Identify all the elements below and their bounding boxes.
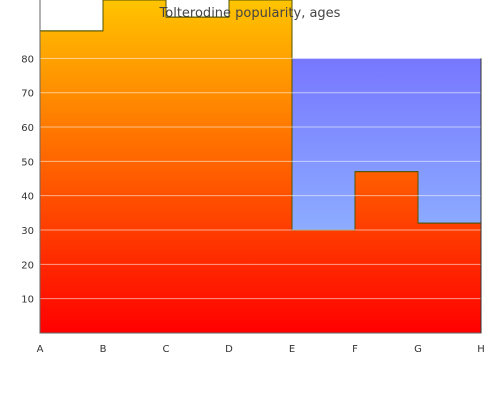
x-tick-label: D bbox=[225, 344, 233, 355]
x-tick-label: A bbox=[37, 344, 44, 355]
x-tick-label: E bbox=[289, 344, 295, 355]
y-tick-label: 40 bbox=[21, 192, 34, 203]
y-tick-label: 70 bbox=[21, 89, 34, 100]
x-tick-label: H bbox=[477, 344, 485, 355]
y-axis: 10 20 30 40 50 60 70 80 bbox=[21, 54, 34, 305]
x-tick-label: C bbox=[163, 344, 170, 355]
x-tick-label: B bbox=[100, 344, 107, 355]
y-tick-label: 80 bbox=[21, 54, 34, 65]
chart-title: Tolterodine popularity, ages bbox=[159, 6, 341, 21]
x-tick-label: G bbox=[414, 344, 422, 355]
plot-area bbox=[39, 0, 482, 334]
y-tick-label: 10 bbox=[21, 295, 34, 306]
x-tick-label: F bbox=[352, 344, 358, 355]
y-tick-label: 60 bbox=[21, 123, 34, 134]
y-tick-label: 20 bbox=[21, 260, 34, 271]
y-tick-label: 50 bbox=[21, 157, 34, 168]
y-tick-label: 30 bbox=[21, 226, 34, 237]
x-axis: A B C D E F G H bbox=[37, 344, 485, 355]
